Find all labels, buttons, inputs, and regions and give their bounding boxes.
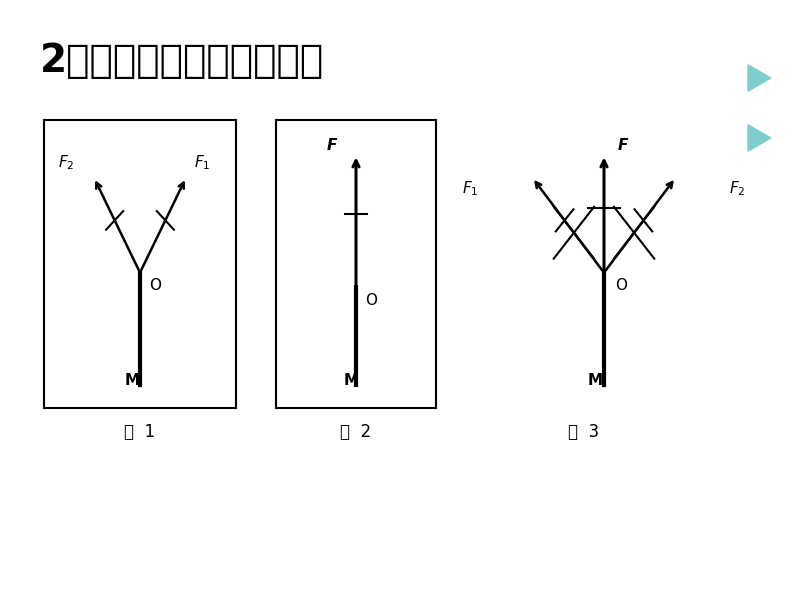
Text: F: F [618, 139, 628, 154]
Text: O: O [366, 293, 378, 308]
Text: $F_2$: $F_2$ [730, 180, 746, 199]
Text: 2、两个力不在同一直线上: 2、两个力不在同一直线上 [40, 42, 324, 80]
Text: $F_1$: $F_1$ [194, 153, 210, 172]
Text: 图  2: 图 2 [341, 423, 371, 441]
Text: $F_1$: $F_1$ [462, 180, 478, 199]
Text: M: M [344, 373, 358, 388]
Text: O: O [615, 278, 627, 293]
Text: 图  1: 图 1 [125, 423, 155, 441]
Text: O: O [150, 278, 162, 293]
Text: M: M [587, 373, 602, 388]
Text: 图  3: 图 3 [569, 423, 599, 441]
Text: F: F [326, 139, 337, 154]
Text: M: M [125, 373, 140, 388]
Text: $F_2$: $F_2$ [58, 153, 74, 172]
Polygon shape [748, 65, 771, 91]
Polygon shape [748, 125, 771, 151]
